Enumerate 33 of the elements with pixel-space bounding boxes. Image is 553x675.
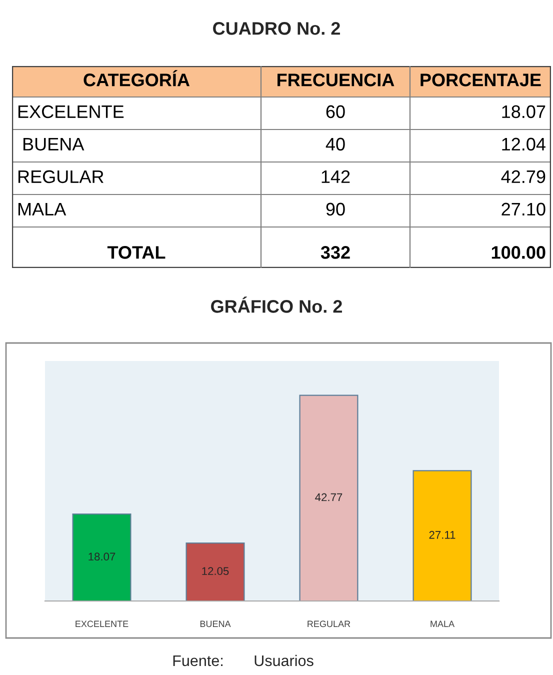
- text: 12.04: [502, 138, 546, 151]
- data-label: 18.07: [88, 552, 116, 561]
- data-label: 12.05: [202, 567, 229, 576]
- x-tick-label: REGULAR: [308, 620, 350, 628]
- chart-title: GRÁFICO No. 2: [211, 296, 342, 313]
- x-tick-label: BUENA: [200, 620, 231, 628]
- text: 90: [326, 202, 345, 216]
- bar: [72, 514, 132, 601]
- text: 142: [322, 170, 350, 183]
- text: PORCENTAJE: [420, 74, 541, 86]
- text: 42.79: [501, 170, 546, 184]
- bar: [412, 470, 472, 601]
- text: REGULAR: [18, 170, 104, 184]
- text: MALA: [18, 202, 66, 216]
- text: 332: [320, 246, 350, 259]
- text: FRECUENCIA: [278, 74, 394, 86]
- text: 60: [326, 105, 345, 118]
- text: EXCELENTE: [18, 105, 124, 118]
- text: CATEGORÍA: [84, 70, 190, 86]
- text: 100.00: [492, 246, 546, 259]
- text: CUADRO No. 2: [213, 22, 340, 35]
- text: 18.07: [502, 105, 546, 118]
- bar: [299, 394, 358, 601]
- data-label: 42.77: [315, 493, 342, 502]
- source-note: Fuente: Usuarios: [173, 654, 314, 666]
- text: 40: [326, 138, 345, 151]
- text: TOTAL: [107, 246, 166, 259]
- x-tick-label: MALA: [430, 620, 455, 627]
- text: 27.10: [502, 202, 546, 216]
- text: BUENA: [24, 138, 84, 151]
- bar: [186, 542, 245, 601]
- data-label: 27.11: [429, 530, 456, 539]
- x-tick-label: EXCELENTE: [76, 620, 128, 628]
